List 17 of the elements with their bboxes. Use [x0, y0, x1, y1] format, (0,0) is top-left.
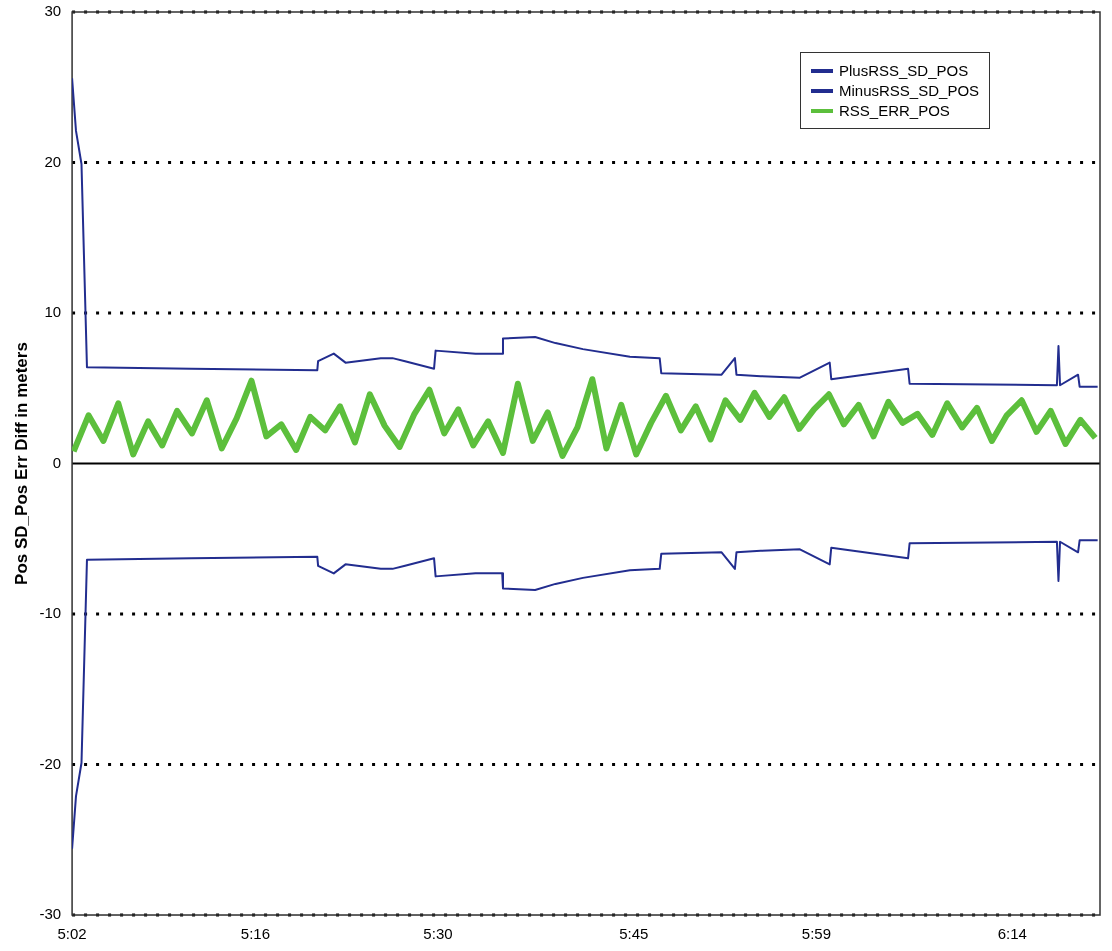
- x-tick-label: 5:30: [423, 925, 453, 943]
- legend-label: PlusRSS_SD_POS: [839, 62, 969, 79]
- y-tick-label: 10: [44, 303, 62, 321]
- y-tick-label: -10: [39, 604, 62, 622]
- legend-label: RSS_ERR_POS: [839, 102, 950, 119]
- y-tick-label: 0: [52, 453, 62, 471]
- legend-label: MinusRSS_SD_POS: [839, 82, 980, 99]
- y-tick-label: -30: [39, 905, 62, 923]
- x-tick-label: 5:45: [619, 925, 649, 943]
- y-tick-label: -20: [39, 754, 62, 772]
- y-tick-label: 20: [44, 152, 62, 170]
- x-tick-label: 6:14: [997, 925, 1027, 943]
- y-axis-title: Pos SD_Pos Err Diff in meters: [11, 342, 31, 585]
- x-tick-label: 5:59: [801, 925, 831, 943]
- x-tick-label: 5:16: [240, 925, 271, 943]
- x-tick-label: 5:02: [57, 925, 87, 943]
- y-tick-label: 30: [44, 2, 62, 20]
